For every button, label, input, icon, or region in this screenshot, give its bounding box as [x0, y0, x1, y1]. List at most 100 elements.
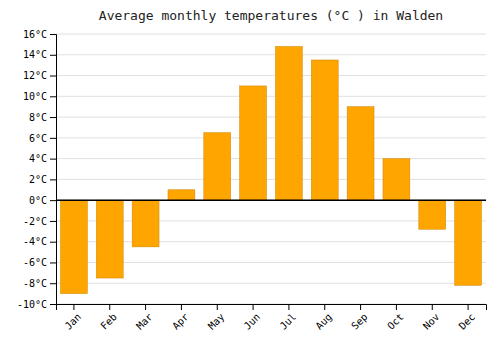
y-tick-label: 4°C: [29, 153, 47, 164]
bar: [60, 200, 87, 293]
x-tick-mark: [288, 304, 289, 310]
y-tick: -10°C: [17, 299, 56, 310]
grid-line: [56, 117, 486, 118]
y-tick-mark: [50, 96, 56, 97]
y-tick: -8°C: [23, 278, 56, 289]
grid-line: [56, 54, 486, 55]
x-tick-mark: [145, 304, 146, 310]
grid-line: [56, 158, 486, 159]
bar: [419, 200, 446, 229]
y-tick-label: -10°C: [17, 299, 47, 310]
y-axis-line: [50, 35, 57, 305]
bar: [132, 200, 159, 247]
y-tick: 14°C: [23, 49, 56, 60]
grid: [56, 34, 486, 304]
x-tick: Oct: [385, 304, 406, 332]
y-tick-mark: [50, 262, 56, 263]
grid-line: [56, 283, 486, 284]
bar: [275, 46, 302, 200]
x-tick-label: Apr: [170, 311, 191, 332]
bar: [455, 200, 482, 285]
y-tick: -6°C: [23, 257, 56, 268]
y-tick-mark: [50, 242, 56, 243]
y-tick-label: -4°C: [23, 236, 47, 247]
x-tick-mark: [73, 304, 74, 310]
x-tick-label: Aug: [313, 311, 334, 332]
x-tick: Jul: [278, 304, 299, 332]
x-tick: Feb: [98, 304, 119, 332]
x-tick: Jan: [63, 304, 84, 332]
x-tick-mark: [217, 304, 218, 310]
bar: [204, 133, 231, 201]
x-tick: Sep: [349, 304, 370, 332]
x-tick-mark: [109, 304, 110, 310]
x-tick-label: Sep: [349, 311, 370, 332]
x-tick-mark: [396, 304, 397, 310]
y-tick-label: 16°C: [23, 29, 47, 40]
plot: -10°C-8°C-6°C-4°C-2°C0°C2°C4°C6°C8°C10°C…: [17, 29, 487, 332]
x-axis: Jan Feb Mar Apr May Jun Jul Aug Sep Oct Nov Dec: [57, 304, 487, 332]
zero-line: [56, 199, 486, 201]
x-tick-mark: [360, 304, 361, 310]
y-tick-mark: [50, 138, 56, 139]
x-tick-label: Oct: [385, 311, 406, 332]
bar: [311, 60, 338, 200]
y-tick-mark: [50, 283, 56, 284]
x-axis-line: [57, 305, 487, 311]
grid-line: [56, 137, 486, 138]
bar: [240, 86, 267, 200]
y-tick-mark: [50, 304, 56, 305]
x-tick-mark: [432, 304, 433, 310]
x-tick-mark: [181, 304, 182, 310]
x-tick: Apr: [170, 304, 191, 332]
y-tick-mark: [50, 179, 56, 180]
y-tick: -2°C: [23, 216, 56, 227]
y-tick-label: 14°C: [23, 49, 47, 60]
x-tick-label: May: [206, 311, 227, 332]
x-tick-mark: [324, 304, 325, 310]
y-tick-mark: [50, 200, 56, 201]
y-tick-mark: [50, 117, 56, 118]
y-tick-label: -6°C: [23, 257, 47, 268]
x-tick-label: Jul: [278, 311, 299, 332]
x-tick: Jun: [242, 304, 263, 332]
y-tick-label: 0°C: [29, 195, 47, 206]
x-tick-label: Jan: [63, 311, 84, 332]
x-tick-label: Mar: [134, 311, 155, 332]
y-tick-label: 12°C: [23, 70, 47, 81]
grid-line: [56, 75, 486, 76]
y-tick-mark: [50, 221, 56, 222]
x-tick: Mar: [134, 304, 155, 332]
x-tick: Dec: [457, 304, 478, 332]
x-tick-mark: [253, 304, 254, 310]
y-tick: 8°C: [29, 112, 56, 123]
y-tick: 12°C: [23, 70, 56, 81]
y-tick: 0°C: [29, 195, 56, 206]
x-tick: May: [206, 304, 227, 332]
y-axis: -10°C-8°C-6°C-4°C-2°C0°C2°C4°C6°C8°C10°C…: [17, 29, 57, 310]
bars: [60, 46, 481, 293]
x-tick-mark: [468, 304, 469, 310]
chart: Average monthly temperatures (°C ) in Wa…: [0, 0, 500, 350]
y-tick: 4°C: [29, 153, 56, 164]
bar: [96, 200, 123, 278]
y-tick-label: 6°C: [29, 133, 47, 144]
x-tick: Nov: [421, 304, 442, 332]
y-tick: 2°C: [29, 174, 56, 185]
x-tick: Aug: [313, 304, 334, 332]
x-tick-label: Dec: [457, 311, 478, 332]
bar: [347, 107, 374, 200]
grid-line: [56, 179, 486, 180]
y-tick-mark: [50, 159, 56, 160]
y-tick: 16°C: [23, 29, 56, 40]
y-tick-mark: [50, 76, 56, 77]
grid-line: [56, 200, 486, 201]
bar: [383, 159, 410, 201]
grid-line: [56, 34, 486, 35]
x-tick-label: Feb: [98, 311, 119, 332]
y-tick-label: 2°C: [29, 174, 47, 185]
y-tick-mark: [50, 34, 56, 35]
x-tick-label: Jun: [242, 311, 263, 332]
y-tick-label: 8°C: [29, 112, 47, 123]
x-tick-label: Nov: [421, 311, 442, 332]
